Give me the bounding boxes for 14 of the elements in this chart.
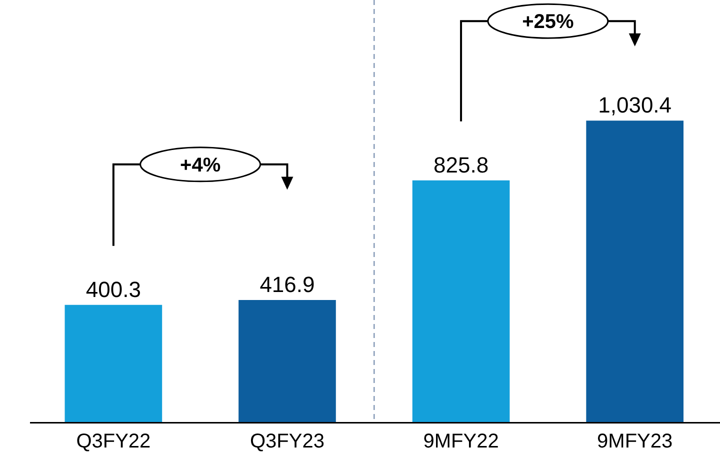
x-tick-label: Q3FY22 xyxy=(76,430,151,452)
data-label: 1,030.4 xyxy=(598,92,672,118)
bar xyxy=(586,120,684,422)
text: +25% xyxy=(522,11,574,34)
x-tick-label: 9MFY23 xyxy=(597,430,673,452)
x-tick-label: Q3FY23 xyxy=(250,430,324,452)
data-label: 416.9 xyxy=(260,272,315,298)
bar xyxy=(238,300,336,422)
data-label: 400.3 xyxy=(86,276,141,302)
annotation: +4% xyxy=(180,154,221,176)
x-tick-label: 9MFY22 xyxy=(423,430,499,452)
data-label: 825.8 xyxy=(434,152,489,178)
bar xyxy=(412,180,510,422)
bar xyxy=(64,304,162,422)
